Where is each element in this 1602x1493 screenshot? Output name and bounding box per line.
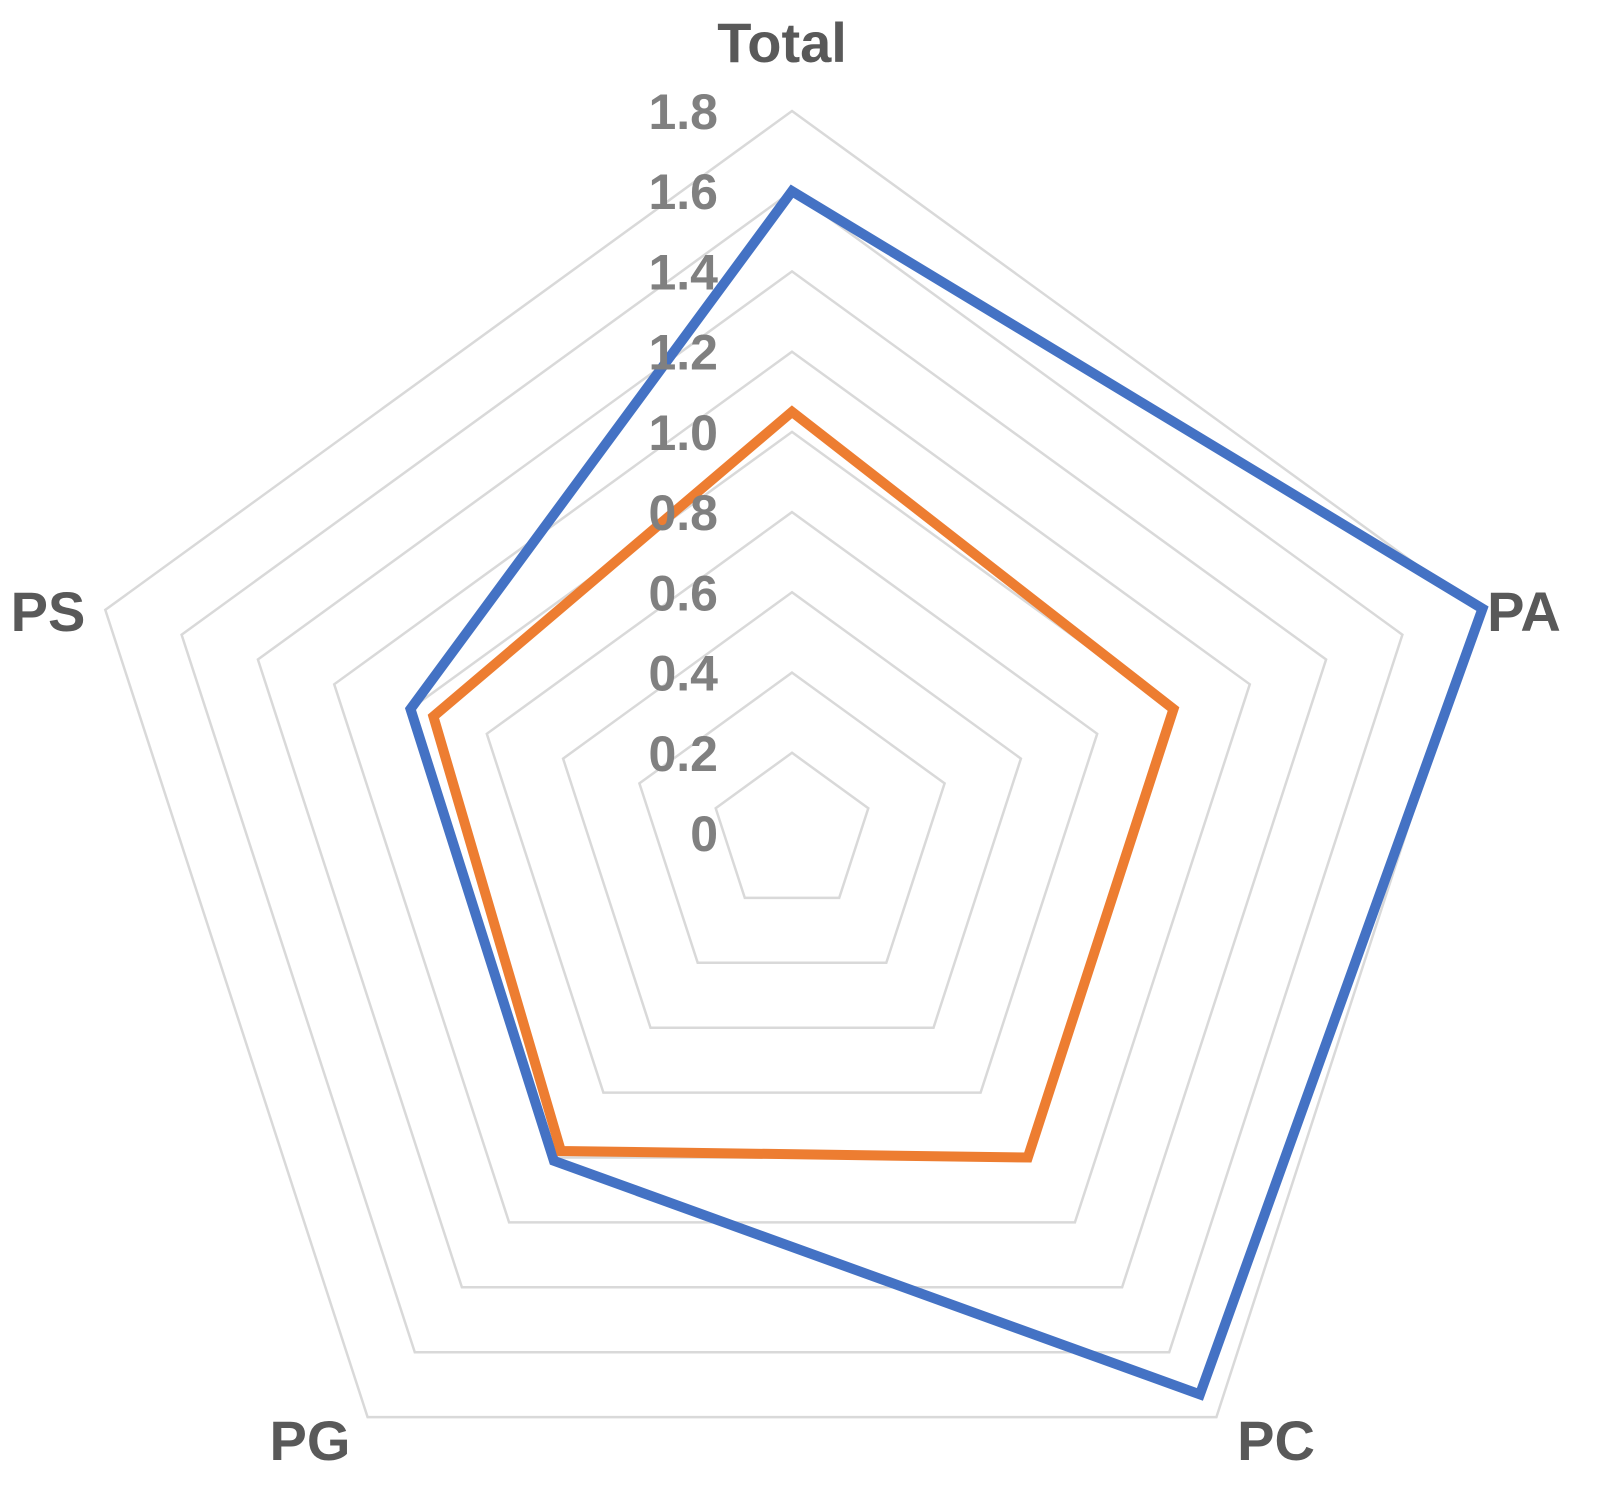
category-label-pc: PC <box>1237 1409 1315 1472</box>
tick-label: 0.6 <box>648 565 718 621</box>
category-labels: Total PA PC PG PS <box>11 11 1561 1472</box>
series-2-line <box>427 405 1180 1163</box>
tick-label: 1.0 <box>648 405 718 461</box>
tick-label: 0.2 <box>648 726 718 782</box>
series-1-line <box>404 184 1489 1401</box>
radial-axis-ticks: 0 0.2 0.4 0.6 0.8 1.0 1.2 1.4 1.6 1.8 <box>648 84 718 862</box>
series-2 <box>427 405 1180 1163</box>
grid-ring <box>714 751 870 900</box>
category-label-pa: PA <box>1487 580 1561 643</box>
radar-series <box>404 184 1489 1401</box>
category-label-total: Total <box>717 11 847 74</box>
tick-label: 1.6 <box>648 164 718 220</box>
category-label-pg: PG <box>270 1409 351 1472</box>
grid-ring <box>256 269 1328 1289</box>
grid-ring <box>180 189 1404 1354</box>
grid-ring <box>561 590 1023 1029</box>
tick-label: 0.8 <box>648 485 718 541</box>
grid-ring <box>485 510 1099 1094</box>
tick-label: 1.2 <box>648 325 718 381</box>
series-1 <box>404 184 1489 1401</box>
grid-ring <box>103 109 1481 1419</box>
grid-ring <box>332 350 1252 1224</box>
tick-label: 0 <box>690 806 718 862</box>
category-label-ps: PS <box>11 580 86 643</box>
tick-label: 0.4 <box>648 646 718 702</box>
tick-label: 1.4 <box>648 244 718 300</box>
tick-label: 1.8 <box>648 84 718 140</box>
radar-grid <box>103 109 1481 1419</box>
grid-ring <box>637 671 947 965</box>
